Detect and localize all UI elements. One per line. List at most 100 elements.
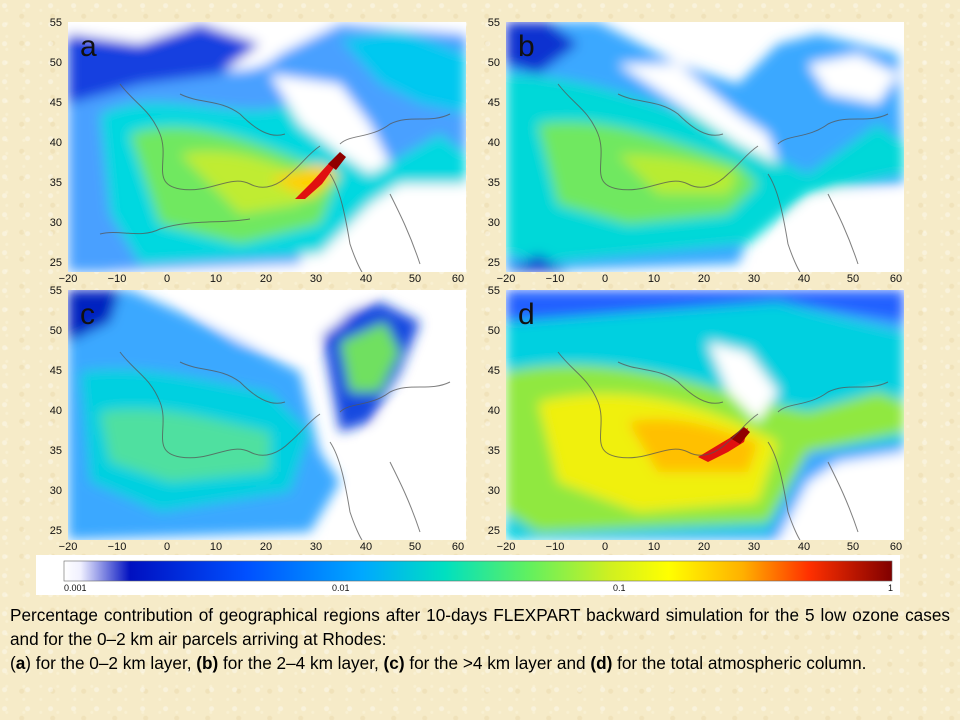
colorbar-gradient	[63, 560, 893, 582]
caption-text: (	[10, 653, 16, 673]
y-tick: 50	[50, 57, 62, 69]
x-tick: −20	[497, 541, 516, 553]
panel-label: a	[80, 30, 97, 63]
hotspot-core	[730, 427, 750, 444]
hotspot	[295, 154, 340, 199]
panel-b: b 55 50 45 40 35 30 25 −20 −10 0 10 20 3…	[478, 14, 904, 286]
y-tick: 45	[50, 97, 62, 109]
coastlines	[99, 83, 451, 272]
y-tick: 30	[50, 217, 62, 229]
panel-label: b	[518, 30, 535, 63]
figure-caption: Percentage contribution of geographical …	[10, 603, 950, 675]
caption-text: ) for the 0–2 km layer,	[25, 653, 197, 673]
x-tick: 20	[260, 273, 272, 285]
y-tick: 35	[50, 177, 62, 189]
coastlines	[557, 351, 889, 540]
map-d: d 55 50 45 40 35 30 25 −20 −10 0 10 20 3…	[488, 285, 904, 553]
y-tick: 35	[50, 445, 62, 457]
x-tick: −10	[546, 541, 565, 553]
caption-label-b: (b)	[196, 653, 219, 673]
y-tick: 40	[488, 137, 500, 149]
y-tick: 25	[50, 525, 62, 537]
x-tick: 50	[847, 541, 859, 553]
x-tick: −10	[546, 273, 565, 285]
x-tick: −20	[497, 273, 516, 285]
x-tick: −10	[108, 541, 127, 553]
x-tick: 50	[847, 273, 859, 285]
field-b	[506, 22, 904, 272]
caption-label-d: (d)	[590, 653, 613, 673]
caption-line-1: Percentage contribution of geographical …	[10, 605, 950, 649]
x-tick: 60	[452, 273, 464, 285]
x-tick: 0	[602, 273, 608, 285]
y-tick: 45	[50, 365, 62, 377]
x-axis: −20 −10 0 10 20 30 40 50 60	[59, 273, 464, 285]
x-tick: 40	[798, 541, 810, 553]
colorbar-tick: 0.001	[64, 583, 87, 593]
colorbar-tick: 0.1	[613, 583, 626, 593]
x-tick: 30	[748, 541, 760, 553]
caption-text: for the >4 km layer and	[404, 653, 591, 673]
x-tick: 20	[698, 273, 710, 285]
x-tick: 10	[648, 273, 660, 285]
x-axis: −20 −10 0 10 20 30 40 50 60	[59, 541, 464, 553]
caption-text: for the 2–4 km layer,	[218, 653, 384, 673]
panel-label: d	[518, 298, 535, 331]
y-tick: 40	[50, 405, 62, 417]
map-b: b 55 50 45 40 35 30 25 −20 −10 0 10 20 3…	[488, 17, 904, 285]
y-tick: 45	[488, 97, 500, 109]
x-tick: 10	[210, 273, 222, 285]
panel-c: c 55 50 45 40 35 30 25 −20 −10 0 10 20 3…	[40, 282, 466, 554]
x-tick: 30	[310, 273, 322, 285]
x-tick: 10	[648, 541, 660, 553]
x-tick: 40	[360, 273, 372, 285]
colorbar-svg: 0.001 0.01 0.1 1	[63, 560, 893, 593]
field-d	[506, 290, 904, 540]
y-tick: 25	[488, 525, 500, 537]
x-tick: 0	[164, 273, 170, 285]
y-tick: 35	[488, 177, 500, 189]
x-tick: 60	[890, 541, 902, 553]
y-tick: 50	[488, 325, 500, 337]
colorbar-tick: 1	[888, 583, 893, 593]
x-tick: 0	[164, 541, 170, 553]
hotspot-core	[328, 152, 346, 170]
y-axis: 55 50 45 40 35 30 25	[488, 17, 500, 269]
x-tick: 60	[452, 541, 464, 553]
caption-label-a: a	[15, 653, 26, 673]
x-tick: 50	[409, 541, 421, 553]
y-tick: 25	[50, 257, 62, 269]
y-tick: 40	[488, 405, 500, 417]
y-tick: 40	[50, 137, 62, 149]
y-tick: 55	[50, 17, 62, 29]
field-a	[68, 22, 466, 272]
y-tick: 30	[488, 217, 500, 229]
colorbar: 0.001 0.01 0.1 1	[36, 555, 900, 595]
caption-text: for the total atmospheric column.	[612, 653, 867, 673]
y-tick: 55	[488, 17, 500, 29]
x-tick: 50	[409, 273, 421, 285]
x-tick: 20	[260, 541, 272, 553]
x-tick: −10	[108, 273, 127, 285]
y-tick: 50	[50, 325, 62, 337]
map-a: a 55 50 45 40 35 30 25 −20 −10 0 10 20 3…	[50, 17, 466, 285]
x-axis: −20 −10 0 10 20 30 40 50 60	[497, 541, 902, 553]
y-tick: 35	[488, 445, 500, 457]
x-tick: 30	[310, 541, 322, 553]
colorbar-tick: 0.01	[332, 583, 350, 593]
y-tick: 45	[488, 365, 500, 377]
y-axis: 55 50 45 40 35 30 25	[488, 285, 500, 537]
y-tick: 30	[50, 485, 62, 497]
x-tick: −20	[59, 273, 78, 285]
y-axis: 55 50 45 40 35 30 25	[50, 17, 62, 269]
y-tick: 30	[488, 485, 500, 497]
panel-d: d 55 50 45 40 35 30 25 −20 −10 0 10 20 3…	[478, 282, 904, 554]
x-tick: 20	[698, 541, 710, 553]
y-axis: 55 50 45 40 35 30 25	[50, 285, 62, 537]
x-tick: −20	[59, 541, 78, 553]
panel-a: a 55 50 45 40 35 30 25 −20 −10 0 10 20 3…	[40, 14, 466, 286]
x-tick: 10	[210, 541, 222, 553]
y-tick: 50	[488, 57, 500, 69]
caption-line-2: (a) for the 0–2 km layer, (b) for the 2–…	[10, 651, 950, 675]
x-tick: 40	[798, 273, 810, 285]
